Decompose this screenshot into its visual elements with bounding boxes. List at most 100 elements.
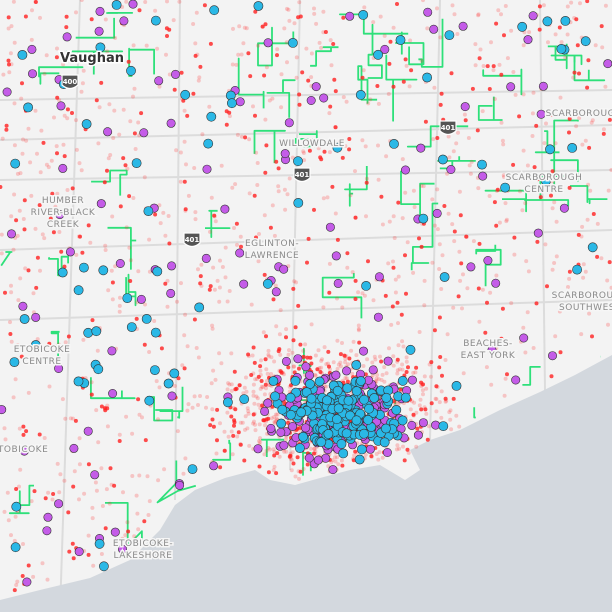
red-point — [47, 341, 52, 346]
red-point — [328, 38, 333, 43]
red-point — [182, 333, 187, 338]
red-point — [400, 216, 405, 221]
purple-point — [220, 204, 230, 214]
purple-point — [167, 261, 177, 271]
red-point — [165, 0, 169, 4]
purple-point — [373, 312, 383, 322]
cyan-point — [81, 119, 92, 129]
red-point — [312, 446, 317, 451]
red-point — [469, 343, 473, 348]
red-point — [186, 193, 191, 198]
red-point — [290, 155, 295, 160]
red-point — [294, 280, 298, 285]
district-line: SCARBOROUGH — [546, 109, 612, 119]
red-point — [403, 253, 407, 258]
red-point — [28, 160, 33, 165]
red-point — [521, 325, 526, 330]
purple-point — [368, 365, 378, 375]
red-point — [417, 330, 422, 334]
red-point — [40, 561, 45, 566]
purple-point — [96, 199, 106, 209]
red-point — [291, 364, 296, 369]
red-point — [199, 283, 204, 288]
red-point — [15, 579, 20, 584]
red-point — [363, 452, 368, 457]
red-point — [250, 353, 255, 358]
red-point — [313, 373, 318, 378]
red-point — [207, 287, 212, 292]
red-point — [215, 407, 220, 412]
red-point — [124, 414, 129, 419]
red-point — [305, 462, 310, 467]
red-point — [180, 363, 185, 368]
purple-point — [83, 426, 93, 436]
red-point — [163, 281, 168, 286]
cyan-point — [144, 395, 155, 406]
cyan-point — [253, 1, 264, 11]
cyan-point — [298, 431, 308, 442]
red-point — [243, 427, 247, 432]
red-point — [419, 58, 424, 63]
red-point — [343, 357, 348, 361]
red-point — [316, 146, 321, 151]
purple-point — [319, 93, 329, 103]
district-label: ETOBICOKE — [0, 445, 48, 455]
red-point — [327, 261, 332, 266]
district-line: LAWRENCE — [245, 251, 299, 261]
red-point — [342, 353, 347, 358]
purple-point — [491, 278, 501, 288]
red-point — [117, 309, 122, 314]
red-point — [338, 139, 343, 144]
red-point — [11, 446, 16, 451]
red-point — [14, 583, 19, 587]
red-point — [401, 79, 406, 84]
cyan-point — [143, 206, 154, 216]
red-point — [144, 43, 149, 48]
red-point — [252, 360, 257, 365]
red-point — [33, 226, 38, 231]
cyan-point — [314, 376, 325, 387]
red-point — [107, 53, 112, 58]
red-point — [190, 405, 195, 410]
red-point — [520, 208, 525, 213]
red-point — [112, 108, 117, 113]
red-point — [419, 244, 424, 249]
red-point — [242, 385, 247, 390]
red-point — [110, 214, 115, 219]
cyan-point — [332, 142, 343, 153]
red-point — [62, 154, 67, 159]
bike-path — [156, 460, 197, 504]
red-point — [106, 288, 111, 293]
red-point — [296, 469, 301, 474]
red-point — [134, 316, 139, 321]
red-point — [301, 348, 306, 353]
red-point — [429, 374, 433, 379]
red-point — [429, 401, 434, 406]
red-point — [31, 291, 36, 296]
red-point — [254, 394, 259, 399]
highway-number: 401 — [295, 171, 310, 179]
red-point — [356, 290, 361, 295]
bike-path — [237, 57, 265, 109]
red-point — [301, 354, 306, 359]
purple-point — [167, 391, 177, 401]
red-point — [29, 193, 34, 198]
red-point — [387, 346, 391, 351]
red-point — [164, 52, 168, 57]
red-point — [11, 0, 16, 4]
red-point — [380, 372, 385, 377]
red-point — [579, 234, 584, 239]
red-point — [251, 393, 256, 398]
red-point — [550, 169, 555, 174]
red-point — [44, 53, 49, 58]
red-point — [249, 373, 254, 377]
red-point — [264, 143, 269, 148]
purple-point — [19, 446, 29, 456]
red-point — [293, 474, 298, 479]
red-point — [256, 402, 261, 407]
red-point — [278, 308, 283, 313]
red-point — [356, 323, 361, 328]
red-point — [6, 518, 11, 523]
purple-point — [559, 203, 569, 213]
red-point — [343, 144, 348, 148]
